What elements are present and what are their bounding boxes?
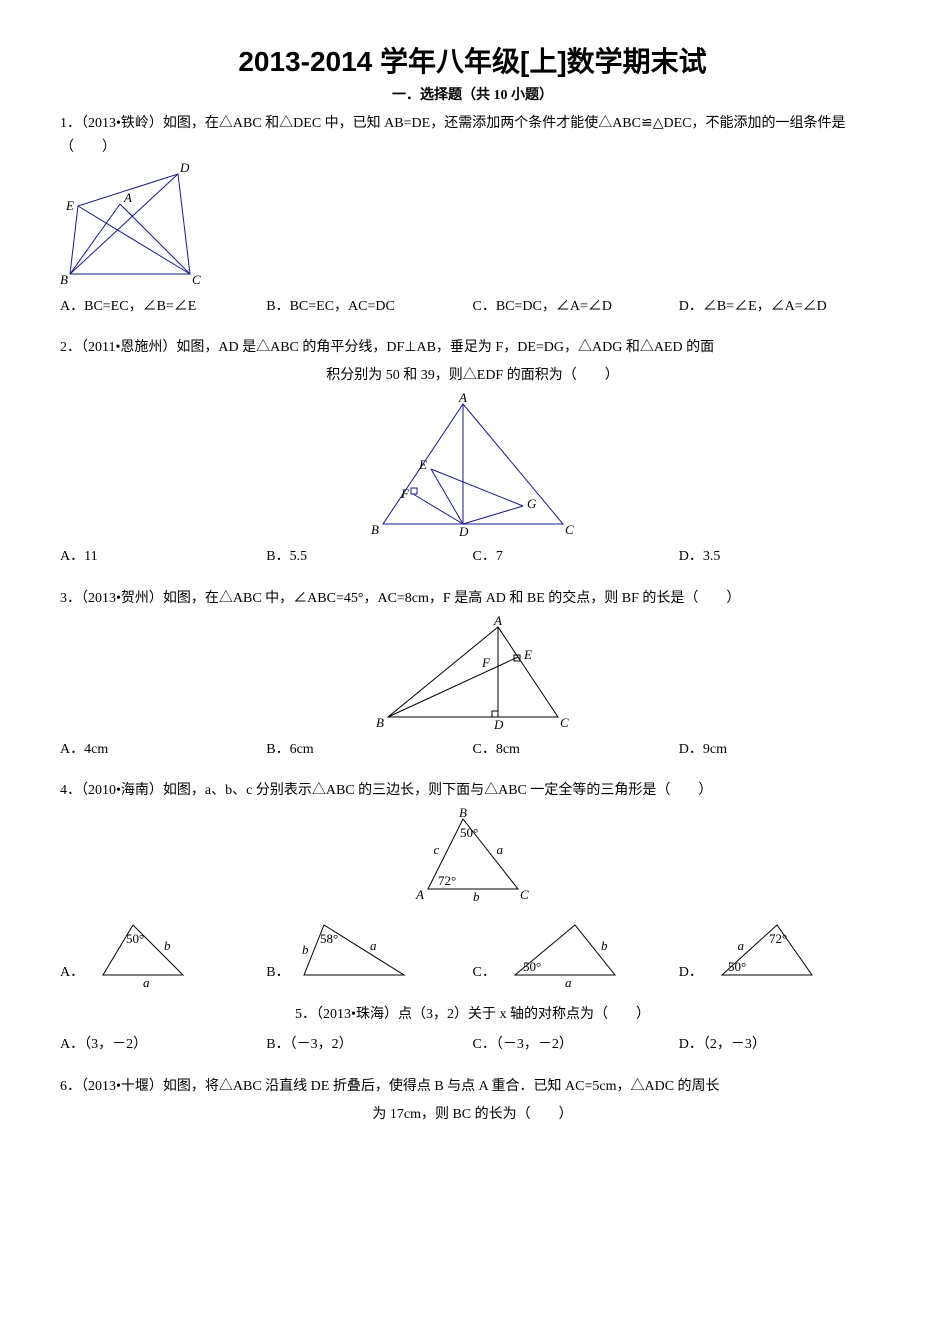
- svg-text:a: a: [565, 975, 572, 990]
- svg-text:C: C: [560, 715, 569, 730]
- svg-text:a: a: [370, 938, 377, 953]
- q4-optA-label: A．: [60, 961, 84, 985]
- q1-optC: C．BC=DC，∠A=∠D: [473, 295, 612, 319]
- q1-options: A．BC=EC，∠B=∠E B．BC=EC，AC=DC C．BC=DC，∠A=∠…: [60, 295, 885, 319]
- q5-optD: D．（2，－3）: [679, 1033, 766, 1057]
- q4-optB-fig: 58° b a: [294, 910, 414, 985]
- q2-figure: ABCDEFG: [353, 394, 593, 539]
- q6-stem2: 为 17cm，则 BC 的长为（ ）: [60, 1103, 885, 1127]
- svg-text:b: b: [164, 938, 171, 953]
- q4-optC-label: C．: [473, 961, 496, 985]
- svg-text:D: D: [179, 160, 190, 175]
- question-3: 3．（2013•贺州）如图，在△ABC 中，∠ABC=45°，AC=8cm，F …: [60, 587, 885, 762]
- q4-options: A． 50° b a B． 58° b a C． 50° b a D． 72° 50° a: [60, 910, 885, 985]
- q3-optB: B．6cm: [266, 738, 313, 762]
- svg-text:a: a: [737, 938, 744, 953]
- svg-text:50°: 50°: [126, 931, 144, 946]
- page-title: 2013-2014 学年八年级[上]数学期末试: [60, 40, 885, 80]
- q4-stem: 4．（2010•海南）如图，a、b、c 分别表示△ABC 的三边长，则下面与△A…: [60, 779, 885, 803]
- svg-text:b: b: [473, 889, 480, 904]
- svg-text:E: E: [65, 198, 74, 213]
- q2-optC: C．7: [473, 545, 503, 569]
- question-1: 1．（2013•铁岭）如图，在△ABC 和△DEC 中，已知 AB=DE，还需添…: [60, 112, 885, 318]
- q5-optA: A．（3，－2）: [60, 1033, 147, 1057]
- svg-text:G: G: [527, 496, 537, 511]
- svg-text:72°: 72°: [438, 873, 456, 888]
- svg-text:D: D: [493, 717, 504, 732]
- q5-optB: B．（－3，2）: [266, 1033, 352, 1057]
- q1-stem: 1．（2013•铁岭）如图，在△ABC 和△DEC 中，已知 AB=DE，还需添…: [60, 112, 885, 160]
- svg-text:58°: 58°: [320, 931, 338, 946]
- svg-text:A: A: [493, 613, 502, 628]
- svg-text:A: A: [415, 887, 424, 902]
- svg-text:50°: 50°: [728, 959, 746, 974]
- q1-optD: D．∠B=∠E，∠A=∠D: [679, 295, 827, 319]
- svg-text:C: C: [192, 272, 201, 287]
- q4-ref-figure: ABC50°72°cab: [398, 809, 548, 904]
- q3-optA: A．4cm: [60, 738, 108, 762]
- q2-optD: D．3.5: [679, 545, 721, 569]
- question-4: 4．（2010•海南）如图，a、b、c 分别表示△ABC 的三边长，则下面与△A…: [60, 779, 885, 985]
- svg-text:b: b: [302, 942, 309, 957]
- q2-stem1: 2．（2011•恩施州）如图，AD 是△ABC 的角平分线，DF⊥AB，垂足为 …: [60, 336, 885, 360]
- question-6: 6．（2013•十堰）如图，将△ABC 沿直线 DE 折叠后，使得点 B 与点 …: [60, 1075, 885, 1127]
- q3-optD: D．9cm: [679, 738, 727, 762]
- svg-text:A: A: [123, 190, 132, 205]
- svg-text:72°: 72°: [769, 931, 787, 946]
- q3-optC: C．8cm: [473, 738, 520, 762]
- svg-text:b: b: [601, 938, 608, 953]
- svg-text:F: F: [481, 655, 491, 670]
- q5-stem: 5．（2013•珠海）点（3，2）关于 x 轴的对称点为（ ）: [60, 1003, 885, 1027]
- question-2: 2．（2011•恩施州）如图，AD 是△ABC 的角平分线，DF⊥AB，垂足为 …: [60, 336, 885, 568]
- question-5: 5．（2013•珠海）点（3，2）关于 x 轴的对称点为（ ） A．（3，－2）…: [60, 1003, 885, 1057]
- svg-text:C: C: [565, 522, 574, 537]
- svg-text:a: a: [143, 975, 150, 990]
- q2-optA: A．11: [60, 545, 98, 569]
- q1-optA: A．BC=EC，∠B=∠E: [60, 295, 196, 319]
- svg-text:D: D: [458, 524, 469, 539]
- section-heading: 一．选择题（共 10 小题）: [60, 84, 885, 104]
- svg-text:A: A: [458, 390, 467, 405]
- svg-text:B: B: [376, 715, 384, 730]
- q3-options: A．4cm B．6cm C．8cm D．9cm: [60, 738, 885, 762]
- svg-text:a: a: [496, 842, 503, 857]
- svg-text:B: B: [60, 272, 68, 287]
- svg-text:C: C: [520, 887, 529, 902]
- svg-text:E: E: [418, 457, 427, 472]
- q1-optB: B．BC=EC，AC=DC: [266, 295, 395, 319]
- q4-optD-fig: 72° 50° a: [707, 910, 827, 985]
- q4-optA-fig: 50°ba: [88, 910, 198, 985]
- q2-stem2: 积分别为 50 和 39，则△EDF 的面积为（ ）: [60, 364, 885, 388]
- q5-optC: C．（－3，－2）: [473, 1033, 573, 1057]
- svg-text:B: B: [459, 805, 467, 820]
- svg-text:50°: 50°: [523, 959, 541, 974]
- q4-optD-label: D．: [679, 961, 703, 985]
- q3-figure: ABCDEF: [368, 617, 578, 732]
- svg-text:B: B: [371, 522, 379, 537]
- q2-options: A．11 B．5.5 C．7 D．3.5: [60, 545, 885, 569]
- q4-optB-label: B．: [266, 961, 289, 985]
- q2-optB: B．5.5: [266, 545, 307, 569]
- q6-stem1: 6．（2013•十堰）如图，将△ABC 沿直线 DE 折叠后，使得点 B 与点 …: [60, 1075, 885, 1099]
- svg-text:E: E: [523, 647, 532, 662]
- q1-figure: BCDEA: [60, 164, 220, 289]
- svg-text:c: c: [433, 842, 439, 857]
- q3-stem: 3．（2013•贺州）如图，在△ABC 中，∠ABC=45°，AC=8cm，F …: [60, 587, 885, 611]
- svg-text:F: F: [400, 486, 410, 501]
- svg-text:50°: 50°: [460, 825, 478, 840]
- q4-optC-fig: 50°ba: [500, 910, 630, 985]
- q5-options: A．（3，－2） B．（－3，2） C．（－3，－2） D．（2，－3）: [60, 1033, 885, 1057]
